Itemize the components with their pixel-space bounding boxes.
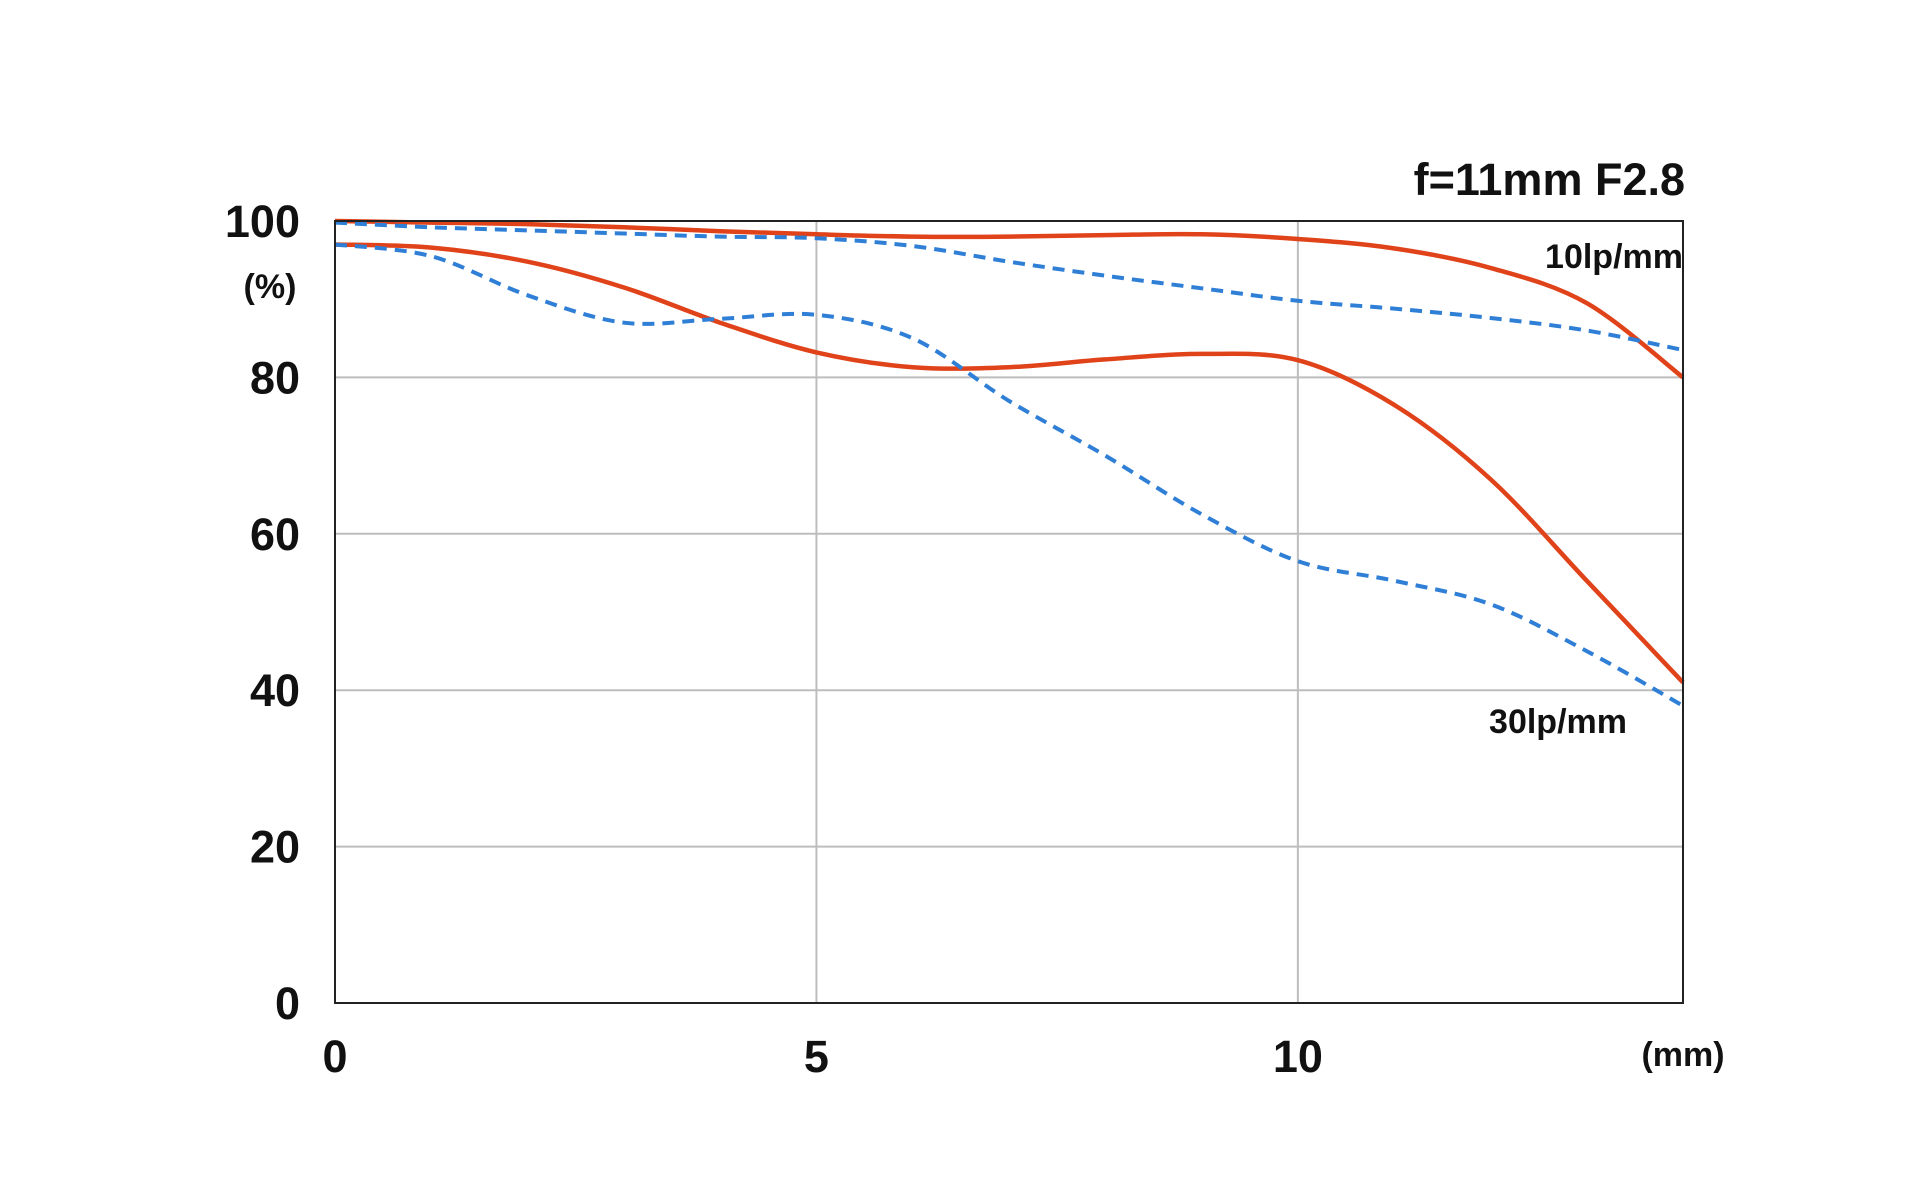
series-line-30lp-mm-dashed [334,242,1684,708]
x-tick-label-10: 10 [1273,1031,1323,1082]
series-line-30lp-mm-solid [334,242,1685,684]
annotation-10lp: 10lp/mm [1545,238,1683,276]
y-tick-label-80: 80 [250,352,300,403]
plot-frame [334,220,1684,1004]
x-axis-unit-label: (mm) [1641,1036,1724,1074]
y-tick-label-100: 100 [225,196,300,247]
y-tick-label-60: 60 [250,509,300,560]
annotation-30lp: 30lp/mm [1489,703,1627,741]
chart-title: f=11mm F2.8 [1414,154,1685,205]
y-tick-label-0: 0 [275,978,300,1029]
y-tick-label-40: 40 [250,665,300,716]
series-line-10lp-mm-dashed [334,220,1684,352]
y-tick-label-20: 20 [250,822,300,873]
x-tick-label-0: 0 [322,1031,347,1082]
x-tick-label-5: 5 [804,1031,829,1082]
plot-area: 0 20 40 60 80 100 0 5 10 [225,196,1685,1082]
series-line-10lp-mm-solid [334,218,1685,380]
y-axis-unit-label: (%) [244,268,297,306]
